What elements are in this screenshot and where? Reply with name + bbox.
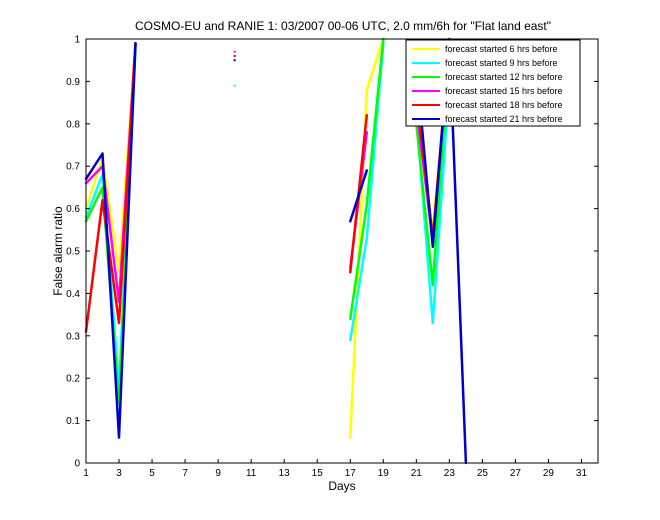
data-point — [233, 54, 236, 57]
x-axis-label: Days — [328, 479, 355, 493]
series-line — [349, 37, 385, 439]
series-line — [415, 37, 468, 465]
y-tick-label: 0.5 — [66, 247, 80, 258]
series-line — [349, 37, 385, 321]
legend: forecast started 6 hrs before forecast st… — [405, 39, 581, 127]
series-line — [84, 41, 137, 333]
legend-entry: forecast started 12 hrs before — [445, 72, 563, 82]
y-tick-label: 0.6 — [66, 204, 80, 215]
x-tick-label: 31 — [576, 468, 588, 479]
series-line — [349, 169, 369, 223]
series-line — [349, 41, 385, 342]
x-tick-label: 25 — [477, 468, 489, 479]
legend-entry: forecast started 18 hrs before — [445, 100, 563, 110]
y-tick-label: 0 — [74, 459, 80, 470]
x-tick-label: 11 — [246, 468, 257, 479]
data-point — [233, 84, 236, 87]
x-tick-label: 7 — [182, 468, 188, 479]
x-tick-label: 13 — [279, 468, 291, 479]
y-tick-label: 1 — [74, 35, 80, 46]
x-tick-label: 19 — [378, 468, 390, 479]
data-point — [233, 59, 236, 62]
legend-entry: forecast started 6 hrs before — [445, 44, 558, 54]
legend-entry: forecast started 15 hrs before — [445, 86, 563, 96]
x-tick-label: 27 — [510, 468, 522, 479]
x-tick-label: 1 — [83, 468, 89, 479]
y-tick-label: 0.1 — [66, 416, 80, 427]
y-tick-label: 0.3 — [66, 331, 80, 342]
x-tick-label: 29 — [543, 468, 555, 479]
x-tick-label: 15 — [312, 468, 324, 479]
x-tick-label: 21 — [411, 468, 423, 479]
y-tick-label: 0.9 — [66, 77, 80, 88]
x-tick-label: 23 — [444, 468, 456, 479]
y-tick-label: 0.8 — [66, 119, 80, 130]
y-tick-label: 0.2 — [66, 374, 80, 385]
legend-entry: forecast started 9 hrs before — [445, 58, 558, 68]
x-tick-label: 9 — [215, 468, 221, 479]
x-axis: 1 3 5 7 9 11 13 15 17 19 21 23 25 27 29 31 — [83, 459, 587, 479]
legend-entry: forecast started 21 hrs before — [445, 114, 563, 124]
y-tick-label: 0.7 — [66, 162, 80, 173]
series-line — [84, 41, 137, 439]
x-tick-label: 3 — [116, 468, 122, 479]
data-point — [233, 50, 236, 53]
series-6 — [84, 37, 468, 465]
x-tick-label: 5 — [149, 468, 155, 479]
y-axis: 0 0.1 0.2 0.3 0.4 0.5 0.6 0.7 0.8 0.9 1 — [66, 35, 598, 470]
chart-title: COSMO-EU and RANIE 1: 03/2007 00-06 UTC,… — [135, 19, 551, 33]
x-tick-label: 17 — [345, 468, 357, 479]
y-axis-label: False alarm ratio — [51, 206, 65, 296]
series-line — [415, 46, 451, 287]
series-layer — [84, 37, 468, 465]
y-tick-label: 0.4 — [66, 289, 80, 300]
legend-box — [405, 39, 581, 127]
